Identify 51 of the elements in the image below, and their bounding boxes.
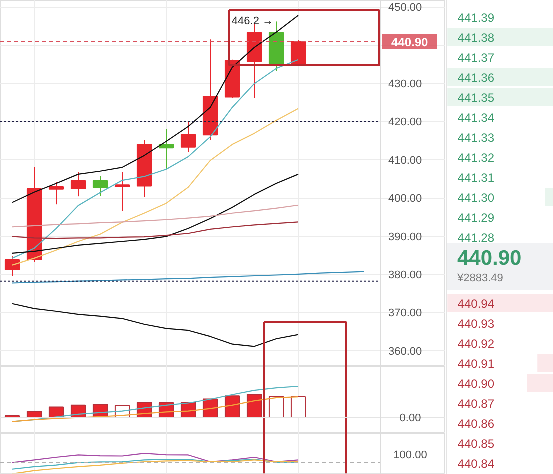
y-tick-label: 441.35 (458, 91, 495, 105)
y-tick-label: 440.87 (458, 397, 495, 411)
y-tick-label: 420.00 (388, 116, 422, 129)
y-tick-label: 441.31 (458, 171, 495, 185)
candlestick (158, 128, 174, 170)
y-tick-label: 441.29 (458, 211, 495, 225)
line-series (12, 59, 300, 259)
y-tick-label: 440.94 (458, 297, 495, 311)
chart-subtitle: ¥2883.49 (456, 272, 504, 284)
y-tick-label: 441.33 (458, 131, 495, 145)
line-series (12, 15, 300, 204)
y-tick-label: 380.00 (388, 269, 422, 282)
y-tick-label: 441.39 (458, 11, 495, 25)
y-tick-label: 441.37 (458, 51, 495, 65)
line-series (12, 174, 300, 254)
y-tick-label: 450.00 (388, 2, 422, 14)
y-tick-label: 410.00 (388, 154, 422, 167)
line-series (12, 271, 366, 284)
y-tick-label: 441.32 (458, 151, 495, 165)
line-series (12, 204, 300, 228)
y-tick-label: 441.28 (458, 231, 495, 245)
candlestick (70, 172, 86, 198)
text: 0.00 (400, 412, 422, 424)
y-tick-label: 440.91 (458, 357, 495, 371)
y-tick-label: 441.36 (458, 71, 495, 85)
y-tick-label: 430.00 (388, 78, 422, 91)
y-tick-label: 441.34 (458, 111, 495, 125)
bar (290, 396, 306, 418)
line-series (12, 303, 300, 348)
line-series (12, 222, 300, 240)
candlestick (180, 122, 196, 153)
candlestick (114, 172, 130, 212)
y-tick-label: 360.00 (388, 346, 422, 358)
bar (268, 396, 284, 418)
y-tick-label: 370.00 (388, 308, 422, 320)
y-tick-label: 440.93 (458, 317, 495, 331)
y-tick-label: 440.92 (458, 337, 495, 351)
text: 100.00 (394, 450, 428, 462)
y-tick-label: 440.84 (458, 457, 495, 471)
y-tick-label: 390.00 (388, 231, 422, 244)
y-tick-label: 440.86 (458, 417, 495, 431)
y-tick-label: 441.38 (458, 31, 495, 45)
y-tick-label: 440.85 (458, 437, 495, 451)
candlestick (48, 182, 64, 206)
annotation: 446.2 → (232, 16, 274, 28)
y-tick-label: 440.90 (458, 377, 495, 391)
y-tick-label: 400.00 (388, 193, 422, 206)
candlestick (290, 40, 306, 65)
candlestick (92, 176, 108, 197)
y-tick-label: 441.30 (458, 191, 495, 205)
candlestick (4, 256, 20, 277)
